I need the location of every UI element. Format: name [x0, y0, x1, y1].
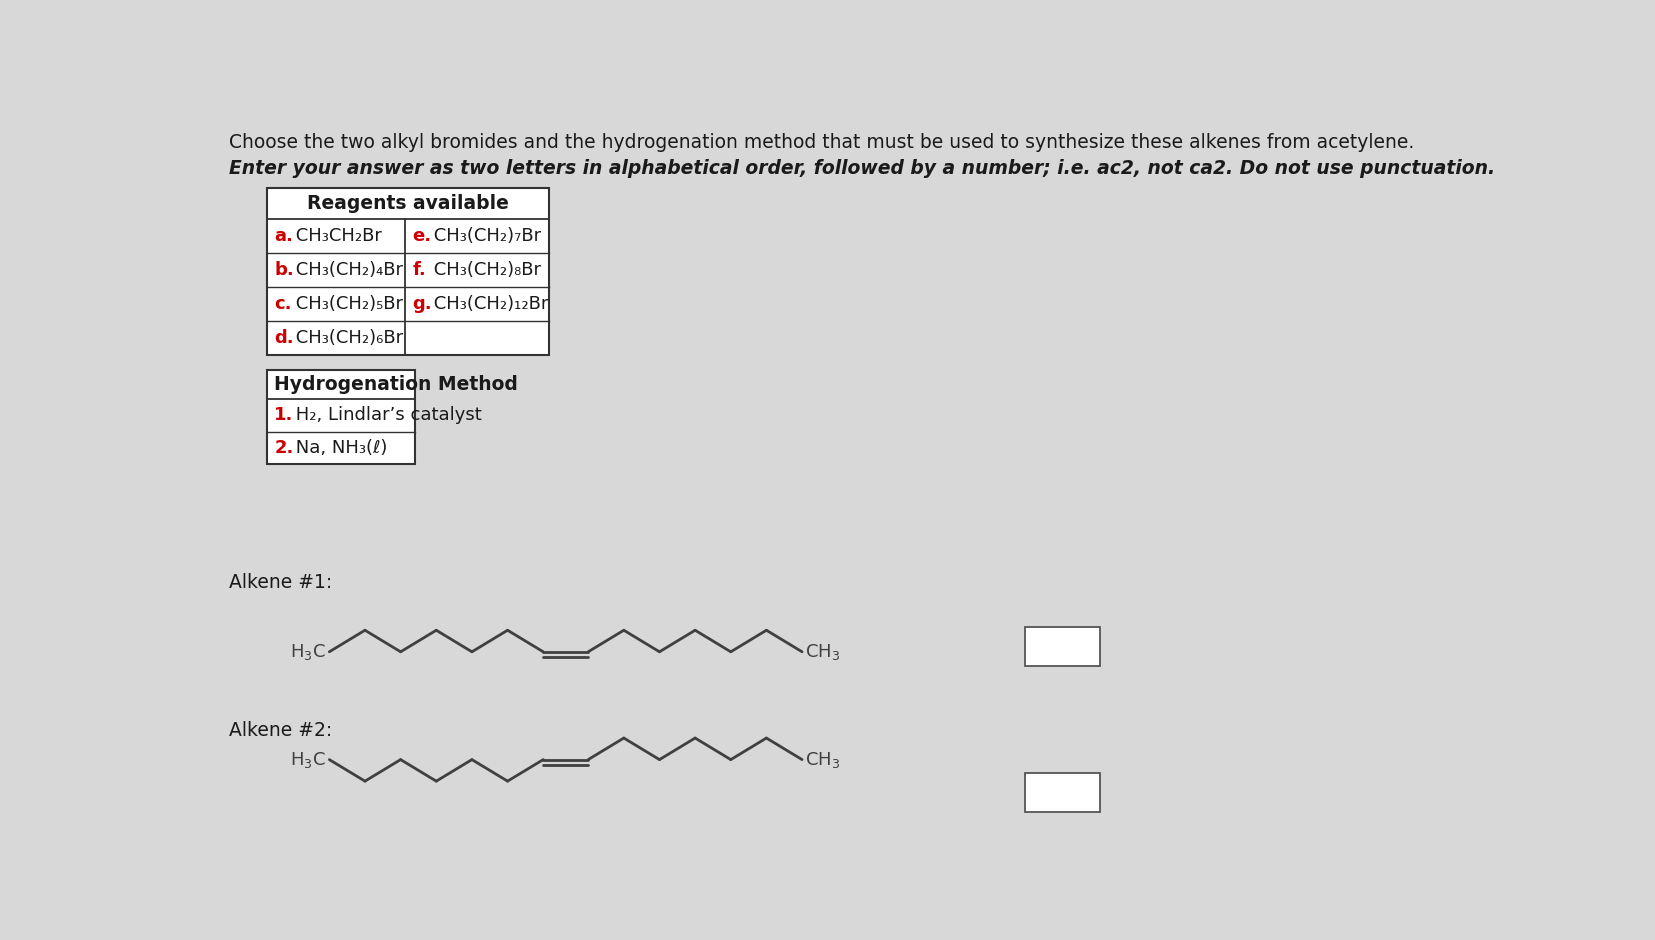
- Text: 1.: 1.: [275, 406, 293, 425]
- Text: e.: e.: [412, 227, 432, 245]
- Text: H$_3$C: H$_3$C: [290, 642, 326, 662]
- Text: Hydrogenation Method: Hydrogenation Method: [275, 375, 518, 394]
- Text: H$_3$C: H$_3$C: [290, 749, 326, 770]
- Text: b.: b.: [275, 261, 295, 279]
- Bar: [268, 188, 549, 354]
- Bar: [1024, 774, 1101, 812]
- Text: CH$_3$: CH$_3$: [806, 749, 841, 770]
- Text: CH₃(CH₂)₁₂Br: CH₃(CH₂)₁₂Br: [427, 295, 548, 313]
- Text: H₂, Lindlar’s catalyst: H₂, Lindlar’s catalyst: [290, 406, 482, 425]
- Text: g.: g.: [412, 295, 432, 313]
- Bar: [1024, 627, 1101, 666]
- Text: d.: d.: [275, 329, 295, 347]
- Text: Alkene #1:: Alkene #1:: [228, 573, 331, 592]
- Bar: [268, 370, 414, 464]
- Text: CH$_3$: CH$_3$: [806, 642, 841, 662]
- Text: Choose the two alkyl bromides and the hydrogenation method that must be used to : Choose the two alkyl bromides and the hy…: [228, 133, 1413, 152]
- Text: Na, NH₃(ℓ): Na, NH₃(ℓ): [290, 439, 387, 457]
- Text: a.: a.: [275, 227, 293, 245]
- Text: c.: c.: [275, 295, 291, 313]
- Text: f.: f.: [412, 261, 425, 279]
- Text: CH₃(CH₂)₄Br: CH₃(CH₂)₄Br: [290, 261, 402, 279]
- Text: CH₃(CH₂)₆Br: CH₃(CH₂)₆Br: [290, 329, 402, 347]
- Text: CH₃(CH₂)₅Br: CH₃(CH₂)₅Br: [290, 295, 402, 313]
- Text: CH₃CH₂Br: CH₃CH₂Br: [290, 227, 382, 245]
- Text: Enter your answer as two letters in alphabetical order, followed by a number; i.: Enter your answer as two letters in alph…: [228, 159, 1494, 178]
- Text: 2.: 2.: [275, 439, 293, 457]
- Text: Reagents available: Reagents available: [308, 195, 510, 213]
- Text: CH₃(CH₂)₇Br: CH₃(CH₂)₇Br: [427, 227, 541, 245]
- Text: Alkene #2:: Alkene #2:: [228, 721, 331, 740]
- Text: CH₃(CH₂)₈Br: CH₃(CH₂)₈Br: [427, 261, 541, 279]
